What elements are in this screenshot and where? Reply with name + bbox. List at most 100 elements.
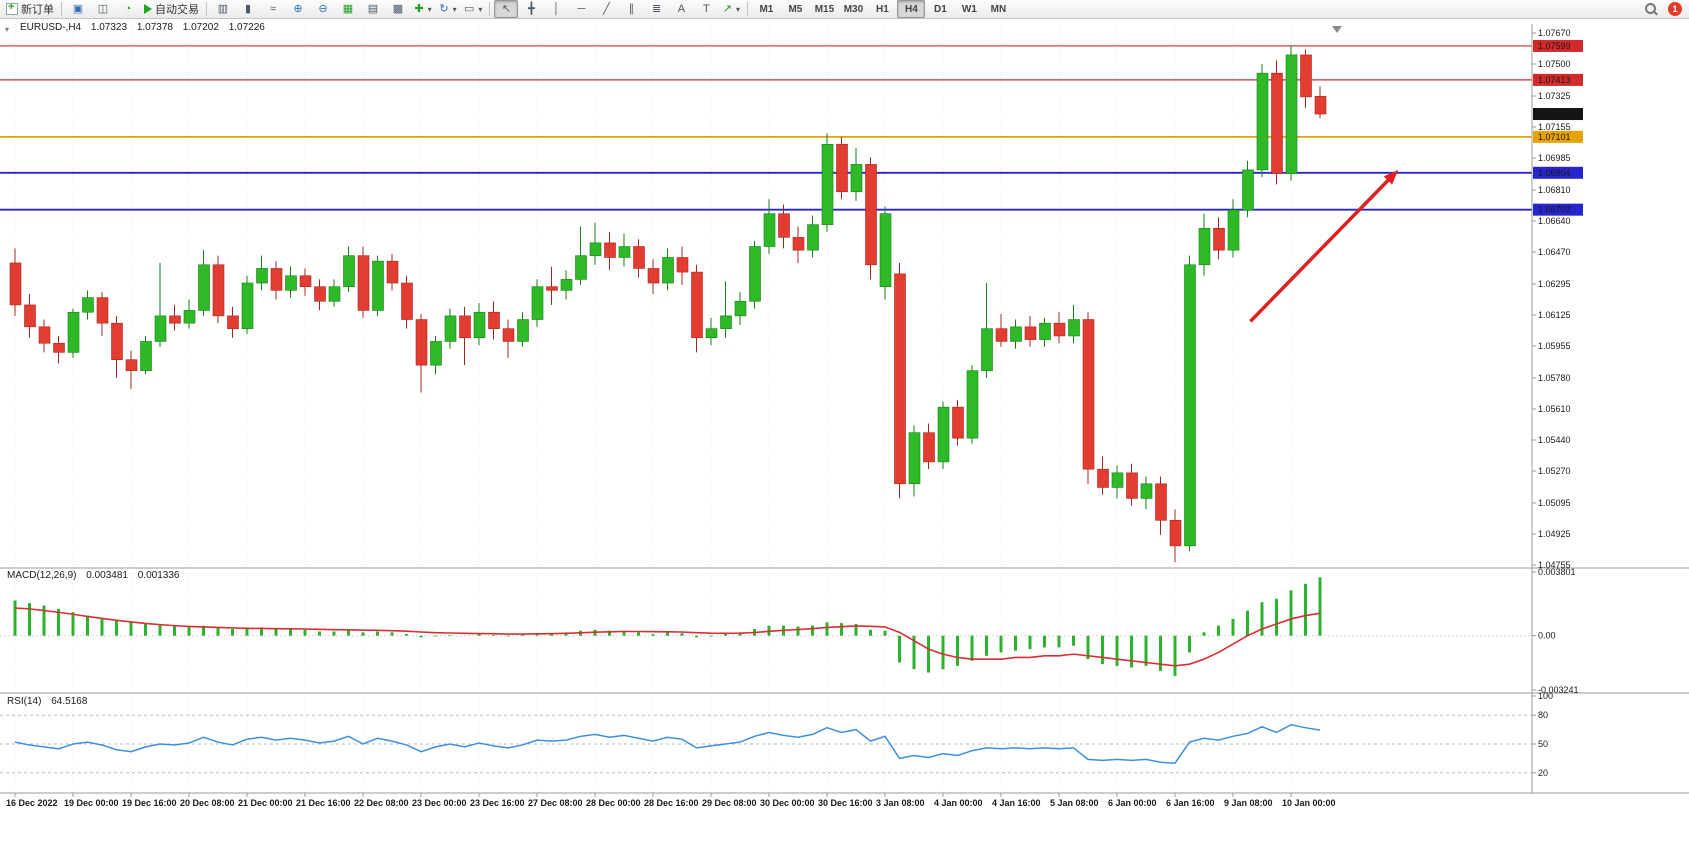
search-icon [1644,2,1658,16]
svg-text:4 Jan 16:00: 4 Jan 16:00 [992,798,1041,808]
svg-text:28 Dec 16:00: 28 Dec 16:00 [644,798,699,808]
timeframe-m5[interactable]: M5 [788,3,803,15]
timeframe-m30[interactable]: M30 [843,3,864,15]
line-chart-button[interactable]: ≈ [261,0,285,18]
svg-text:6 Jan 16:00: 6 Jan 16:00 [1166,798,1215,808]
chart-canvas[interactable]: 1.07670 1.07500 1.07325 1.07155 1.06985 1.068… [0,19,1689,860]
horizontal-line-tool-button[interactable]: ─ [569,0,593,18]
trendline-tool-button[interactable]: ╱ [594,0,618,18]
autotrading-play-icon [144,4,152,14]
timeframe-m15[interactable]: M15 [814,3,835,15]
arrange-windows-button[interactable]: ▩ [386,0,410,18]
svg-text:3 Jan 08:00: 3 Jan 08:00 [876,798,925,808]
trendline-icon: ╱ [603,2,610,15]
templates-button[interactable]: ▭ ▾ [461,0,485,18]
chart-shift-marker-icon[interactable] [1332,26,1342,33]
charts-window-button[interactable]: ▣ [66,0,90,18]
svg-text:20: 20 [1538,768,1548,778]
svg-text:1.05955: 1.05955 [1538,341,1571,351]
svg-text:1.06125: 1.06125 [1538,310,1571,320]
search-button[interactable] [1639,0,1663,18]
cascade-windows-icon: ▤ [367,2,379,15]
one-click-trading-toggle[interactable]: ▾ [5,25,10,34]
candlestick-series [9,45,1327,563]
svg-text:1.07101: 1.07101 [1538,132,1571,142]
timeframe-h4[interactable]: H4 [897,0,926,18]
svg-text:1.06904: 1.06904 [1538,168,1571,178]
rsi-value: 64.5168 [51,696,88,707]
cursor-tool-button[interactable]: ↖ [494,0,519,18]
svg-text:80: 80 [1538,710,1548,720]
templates-icon: ▭ [464,2,475,15]
toolbar-separator [489,2,491,16]
text-tool-button[interactable]: A [669,0,693,18]
chart-title: EURUSD-,H4 1.07323 1.07378 1.07202 1.072… [20,22,265,33]
svg-text:1.07413: 1.07413 [1538,75,1571,85]
svg-text:22 Dec 08:00: 22 Dec 08:00 [354,798,409,808]
indicators-button[interactable]: ✚ ▾ [411,0,435,18]
candlestick-chart-button[interactable]: ▮ [236,0,260,18]
channel-tool-button[interactable]: ∥ [619,0,643,18]
price-scale[interactable]: 1.07670 1.07500 1.07325 1.07155 1.06985 1.068… [1532,28,1571,570]
arrow-objects-button[interactable]: ↗ ▾ [719,0,743,18]
toolbar-separator [61,2,62,16]
candlestick-icon: ▮ [244,2,252,15]
timeframe-m1[interactable]: M1 [759,3,774,15]
timeframe-mn[interactable]: MN [990,3,1007,15]
svg-text:1.04925: 1.04925 [1538,529,1571,539]
new-order-icon [6,1,18,15]
profiles-button[interactable]: ◫ [91,0,115,18]
rsi-name: RSI(14) [7,696,42,707]
svg-text:4 Jan 00:00: 4 Jan 00:00 [934,798,983,808]
svg-text:1.05610: 1.05610 [1538,404,1571,414]
label-tool-icon: T [703,2,710,15]
label-tool-button[interactable]: T [694,0,718,18]
trend-arrow-object[interactable] [1249,169,1399,323]
svg-text:1.07325: 1.07325 [1538,91,1571,101]
timeframe-d1[interactable]: D1 [934,3,947,15]
horizontal-line-icon: ─ [577,2,586,15]
crosshair-tool-button[interactable]: ╋ [519,0,543,18]
vertical-line-tool-button[interactable]: │ [544,0,568,18]
price-line-labels: 1.07599 1.07413 1.07101 1.06904 1.06702 1.072… [1533,39,1583,216]
svg-text:5 Jan 08:00: 5 Jan 08:00 [1050,798,1099,808]
zoom-out-icon: ⊖ [318,2,328,15]
data-window-button[interactable]: ◔ [116,0,140,18]
dropdown-caret-icon: ▾ [736,4,741,14]
svg-text:21 Dec 00:00: 21 Dec 00:00 [238,798,293,808]
line-chart-icon: ≈ [269,2,277,15]
svg-text:6 Jan 00:00: 6 Jan 00:00 [1108,798,1157,808]
svg-text:27 Dec 08:00: 27 Dec 08:00 [528,798,583,808]
new-order-label: 新订单 [21,4,54,16]
new-order-button[interactable]: 新订单 [3,0,57,18]
svg-text:20 Dec 08:00: 20 Dec 08:00 [180,798,235,808]
time-axis[interactable]: 16 Dec 2022 19 Dec 00:00 19 Dec 16:00 20 De… [6,793,1336,808]
svg-text:-0.003241: -0.003241 [1538,685,1579,695]
svg-text:1.06295: 1.06295 [1538,279,1571,289]
svg-text:1.04755: 1.04755 [1538,560,1571,570]
cascade-windows-button[interactable]: ▤ [361,0,385,18]
timeframe-h1[interactable]: H1 [876,3,889,15]
bar-chart-button[interactable]: ▥ [211,0,235,18]
svg-text:1.07500: 1.07500 [1538,59,1571,69]
timeframe-w1[interactable]: W1 [961,3,977,15]
dropdown-caret-icon: ▾ [478,4,483,14]
macd-panel-label: MACD(12,26,9) 0.003481 0.001336 [7,570,179,581]
periods-button[interactable]: ↻ ▾ [436,0,460,18]
tile-windows-icon: ▦ [342,2,354,15]
svg-text:30 Dec 16:00: 30 Dec 16:00 [818,798,873,808]
macd-signal-value: 0.001336 [137,570,180,581]
autotrading-button[interactable]: 自动交易 [141,0,202,18]
zoom-in-button[interactable]: ⊕ [286,0,310,18]
data-window-icon: ◔ [124,2,132,15]
fibonacci-tool-button[interactable]: ≣ [644,0,668,18]
svg-text:23 Dec 16:00: 23 Dec 16:00 [470,798,525,808]
fibonacci-icon: ≣ [651,2,662,15]
svg-text:0.003801: 0.003801 [1538,567,1576,577]
notification-badge[interactable]: 1 [1668,2,1682,16]
svg-text:1.07226: 1.07226 [1538,109,1571,119]
zoom-out-button[interactable]: ⊖ [311,0,335,18]
rsi-line [14,724,1321,764]
tile-windows-button[interactable]: ▦ [336,0,360,18]
